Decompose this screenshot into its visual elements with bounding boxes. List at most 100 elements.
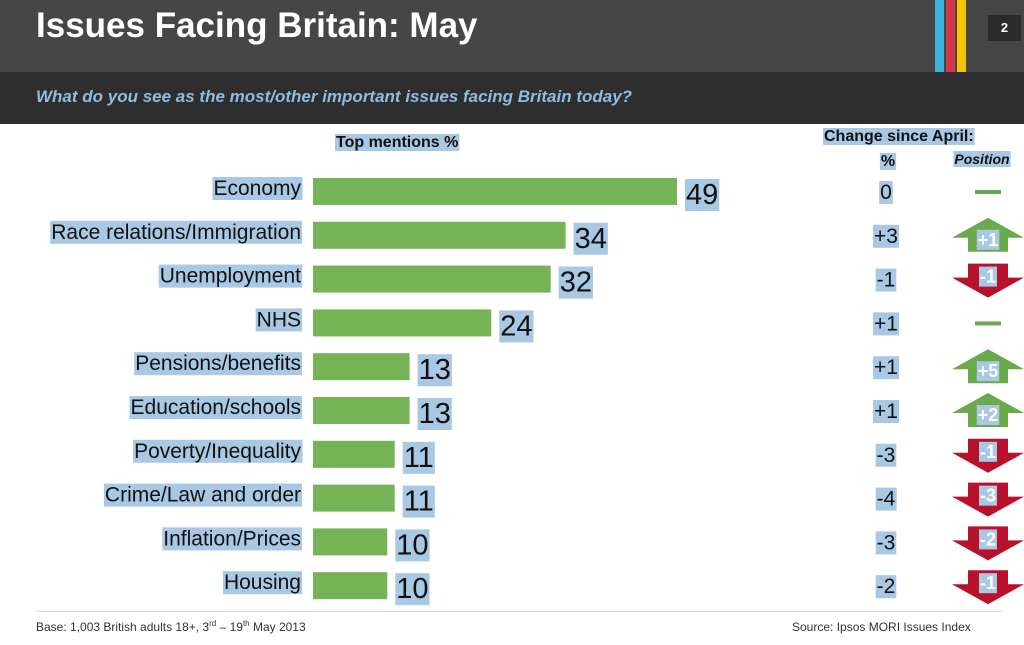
chart-row: Housing 10 -2 -1 xyxy=(222,570,1024,606)
position-change-label: -3 xyxy=(980,486,996,506)
change-pct-header-highlight xyxy=(879,153,897,170)
value-label: 11 xyxy=(404,442,434,474)
position-change-label: -2 xyxy=(980,529,996,549)
base-note-sup1: rd xyxy=(209,619,217,628)
value-label-group: 10 xyxy=(395,529,430,562)
chart-row: NHS 24 +1 xyxy=(255,308,1001,343)
bar xyxy=(313,353,410,381)
position-header: Position xyxy=(954,151,1009,167)
category-label-group: Pensions/benefits xyxy=(134,352,302,376)
value-label: 10 xyxy=(396,573,428,605)
category-label-highlight xyxy=(103,483,302,507)
category-label: Economy xyxy=(213,177,301,200)
value-label-highlight xyxy=(402,485,435,518)
change-pct-header: % xyxy=(881,153,895,170)
category-label-highlight xyxy=(133,439,303,463)
bar xyxy=(313,178,677,205)
change-pct-label: +3 xyxy=(874,225,898,248)
position-change-label-highlight xyxy=(978,573,998,594)
position-change-label: +5 xyxy=(978,361,999,381)
change-pct-label-group: +3 xyxy=(873,224,899,248)
base-note: Base: 1,003 British adults 18+, 3rd – 19… xyxy=(36,619,306,634)
position-change-label-highlight xyxy=(976,229,1000,250)
position-change-label: +1 xyxy=(978,230,999,250)
category-label: Unemployment xyxy=(160,265,301,288)
chart-title-highlight xyxy=(335,134,460,151)
value-label-highlight xyxy=(395,573,430,606)
change-pct-label-group: -2 xyxy=(875,575,897,599)
change-pct-label: +1 xyxy=(874,356,898,379)
position-change-label-group: +5 xyxy=(976,361,1000,382)
category-label: Race relations/Immigration xyxy=(51,221,301,244)
category-label-group: Inflation/Prices xyxy=(162,527,302,551)
category-label-highlight xyxy=(255,308,302,332)
position-change-label-group: -1 xyxy=(978,441,998,462)
change-header-highlight xyxy=(823,128,975,145)
change-pct-label-highlight xyxy=(873,356,899,380)
position-change-label: -1 xyxy=(980,442,996,462)
position-header-highlight xyxy=(953,151,1011,167)
position-change-label-group: -1 xyxy=(978,573,998,594)
change-pct-label: -3 xyxy=(877,531,896,554)
accent-stripe-red xyxy=(946,0,955,72)
category-label-group: Unemployment xyxy=(158,264,303,288)
bar xyxy=(313,221,566,249)
category-label-highlight xyxy=(158,264,303,288)
value-label: 13 xyxy=(419,398,451,430)
value-label-group: 49 xyxy=(685,179,720,211)
change-pct-label-highlight xyxy=(875,575,897,599)
category-label-highlight xyxy=(162,527,302,551)
change-pct-label-group: 0 xyxy=(879,181,893,204)
value-label-group: 13 xyxy=(417,398,452,430)
bar xyxy=(313,440,395,468)
change-pct-label-group: -3 xyxy=(875,443,897,467)
chart-row: Inflation/Prices 10 -3 -2 xyxy=(162,526,1024,562)
category-label: NHS xyxy=(257,308,301,331)
position-change-label-highlight xyxy=(978,529,998,550)
change-pct-label: -3 xyxy=(877,444,896,467)
value-label-group: 11 xyxy=(402,441,435,474)
position-change-label: +2 xyxy=(978,405,999,425)
change-pct-label: -1 xyxy=(877,269,896,292)
category-label-group: Economy xyxy=(212,177,303,200)
value-label-highlight xyxy=(395,529,430,562)
position-change-label-highlight xyxy=(976,405,1000,425)
category-label-group: Race relations/Immigration xyxy=(50,220,302,244)
value-label-group: 32 xyxy=(558,266,593,299)
change-pct-label-highlight xyxy=(879,181,893,204)
bar xyxy=(313,309,492,337)
category-label-highlight xyxy=(134,352,302,376)
title-bar xyxy=(0,0,1024,72)
chart-title: Top mentions % xyxy=(336,134,458,151)
category-label-group: Education/schools xyxy=(129,396,302,419)
position-change-label: -1 xyxy=(980,267,996,287)
value-label: 13 xyxy=(419,354,451,386)
change-pct-label-group: -1 xyxy=(875,268,897,292)
value-label-highlight xyxy=(402,441,435,474)
change-pct-label-highlight xyxy=(873,312,899,336)
category-label: Education/schools xyxy=(131,396,301,419)
value-label: 24 xyxy=(500,310,532,342)
category-label: Pensions/benefits xyxy=(135,352,301,375)
slide-title: Issues Facing Britain: May xyxy=(36,6,478,45)
source-note: Source: Ipsos MORI Issues Index xyxy=(792,620,971,634)
category-label-group: Crime/Law and order xyxy=(103,483,302,507)
change-pct-label-highlight xyxy=(875,487,897,511)
value-label-highlight xyxy=(417,398,452,430)
change-header-group: Change since April: xyxy=(823,128,975,145)
base-note-sup2: th xyxy=(242,619,250,628)
category-label-group: NHS xyxy=(255,308,302,332)
value-label-group: 13 xyxy=(417,354,452,387)
bar xyxy=(313,265,551,293)
change-pct-label-group: +1 xyxy=(873,400,899,423)
value-label-group: 24 xyxy=(499,310,534,343)
chart-row: Pensions/benefits 13 +1 +5 xyxy=(134,349,1024,387)
accent-stripe-yellow xyxy=(957,0,966,72)
category-label-highlight xyxy=(129,396,302,419)
bar xyxy=(313,484,395,512)
base-note-prefix: Base: 1,003 British adults 18+, 3 xyxy=(36,620,210,634)
category-label-group: Housing xyxy=(222,571,302,595)
page-number: 2 xyxy=(988,15,1021,41)
subtitle-bar xyxy=(0,72,1024,124)
